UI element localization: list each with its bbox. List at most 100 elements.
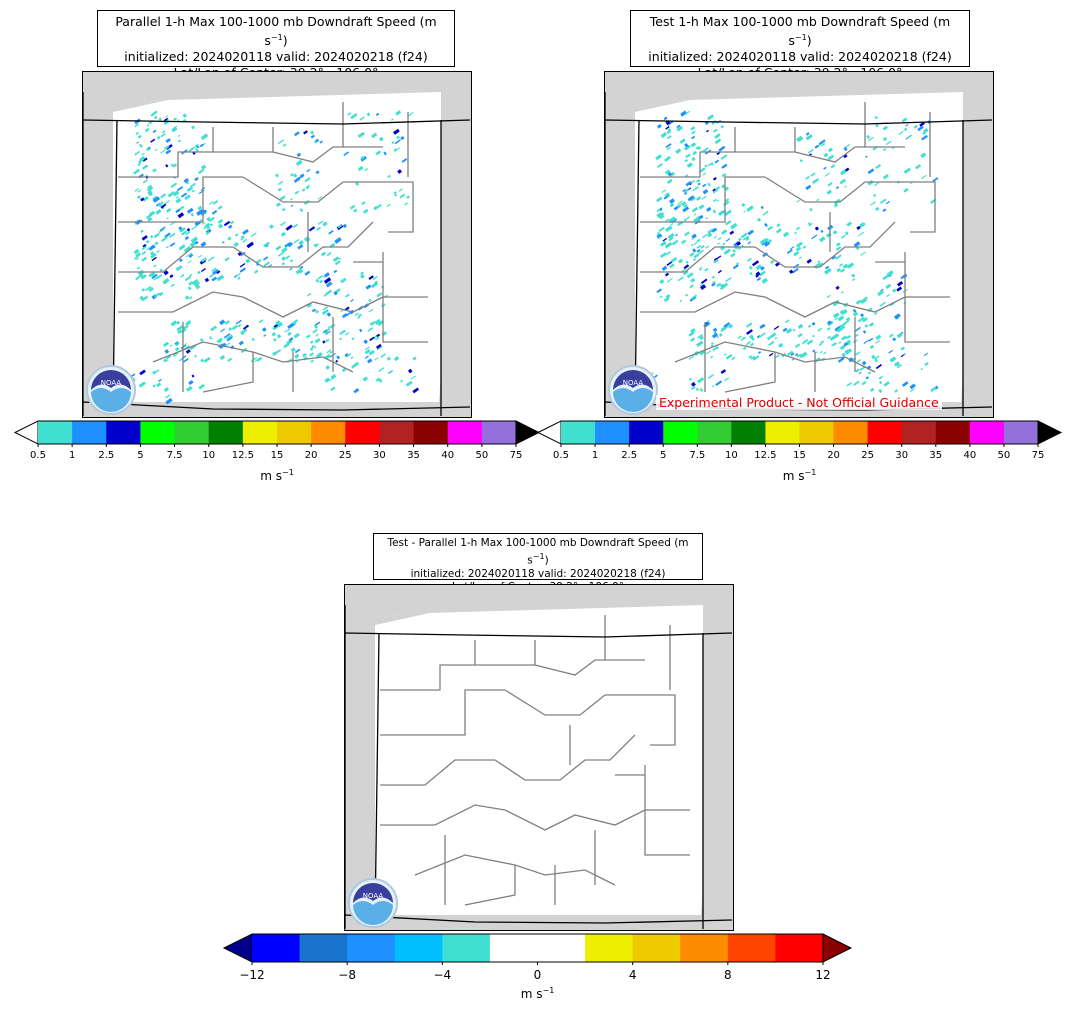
colorbar-bin bbox=[140, 421, 176, 444]
colorbar-bin bbox=[969, 421, 1005, 444]
svg-text:NOAA: NOAA bbox=[363, 892, 384, 900]
colorbar-tick-label: 25 bbox=[861, 450, 874, 461]
colorbar-bin bbox=[727, 934, 776, 962]
colorbar-tick-label: 8 bbox=[724, 968, 732, 982]
panel1-title-line1: Parallel 1-h Max 100-1000 mb Downdraft S… bbox=[115, 14, 437, 49]
colorbar-under-arrow bbox=[536, 420, 562, 445]
colorbar-tick-label: 10 bbox=[202, 450, 216, 461]
panel1-title: Parallel 1-h Max 100-1000 mb Downdraft S… bbox=[97, 10, 455, 80]
colorbar-tick-label: 75 bbox=[1031, 450, 1045, 461]
colorbar-units: m s−1 bbox=[782, 468, 817, 483]
colorbar-bin bbox=[632, 934, 681, 962]
colorbar-tick-label: 40 bbox=[441, 450, 455, 461]
colorbar-tick-label: 15 bbox=[793, 450, 806, 461]
colorbar-bin bbox=[799, 421, 835, 444]
colorbar-bin bbox=[1003, 421, 1039, 444]
colorbar-bin bbox=[697, 421, 732, 444]
panel2-title: Test 1-h Max 100-1000 mb Downdraft Speed… bbox=[630, 10, 970, 80]
colorbar-tick-label: 0.5 bbox=[553, 450, 569, 461]
colorbar-tick-label: −8 bbox=[338, 968, 356, 982]
state-boundaries bbox=[83, 92, 470, 416]
colorbar-bin bbox=[629, 421, 664, 444]
panel3-title-line2: initialized: 2024020118 valid: 202402021… bbox=[410, 567, 666, 580]
colorbar-under-arrow bbox=[222, 933, 253, 963]
colorbar-tick-label: 7.5 bbox=[166, 450, 183, 461]
colorbar-bin bbox=[208, 421, 244, 444]
colorbar-tick-label: 5 bbox=[137, 450, 144, 461]
model-domain bbox=[113, 92, 441, 402]
colorbar-tick-label: 50 bbox=[997, 450, 1011, 461]
colorbar-tick-label: 12.5 bbox=[231, 450, 254, 461]
state-boundaries bbox=[345, 605, 732, 929]
colorbar-bin bbox=[174, 421, 210, 444]
colorbar-tick-label: 1 bbox=[591, 450, 599, 461]
colorbar-bin bbox=[442, 934, 491, 962]
colorbar-tick-label: 7.5 bbox=[689, 450, 706, 461]
colorbar-bin bbox=[72, 421, 107, 444]
colorbar-bin bbox=[585, 934, 634, 962]
colorbar-units: m s−1 bbox=[520, 986, 555, 1001]
colorbar-tick-label: 35 bbox=[929, 450, 943, 461]
svg-text:NOAA: NOAA bbox=[623, 379, 644, 387]
colorbar-under-arrow bbox=[13, 420, 39, 445]
colorbar-bin bbox=[413, 421, 449, 444]
county-boundaries bbox=[118, 102, 428, 393]
test-map: NOAA bbox=[604, 71, 994, 418]
colorbar-tick-label: 25 bbox=[338, 450, 352, 461]
colorbar-tick-label: −4 bbox=[433, 968, 452, 982]
map-canvas: NOAA bbox=[83, 92, 470, 416]
difference-map: NOAA bbox=[344, 584, 734, 931]
panel3-title-line1: Test - Parallel 1-h Max 100-1000 mb Down… bbox=[387, 537, 689, 567]
colorbar-bin bbox=[595, 421, 630, 444]
colorbar-bin bbox=[106, 421, 141, 444]
county-boundaries bbox=[640, 102, 950, 393]
colorbar-tick-label: 30 bbox=[373, 450, 386, 461]
colorbar-tick-label: 15 bbox=[270, 450, 284, 461]
colorbar-bin bbox=[680, 934, 729, 962]
panel1-title-line2: initialized: 2024020118 valid: 202402021… bbox=[124, 49, 428, 65]
experimental-disclaimer: Experimental Product - Not Official Guid… bbox=[656, 395, 942, 410]
colorbar-bin bbox=[775, 934, 824, 962]
noaa-logo: NOAA bbox=[86, 365, 136, 415]
colorbar-bin bbox=[537, 934, 586, 962]
colorbar-bin bbox=[242, 421, 278, 444]
map-canvas: NOAA bbox=[345, 605, 732, 929]
colorbar-bin bbox=[447, 421, 483, 444]
colorbar-tick-label: 2.5 bbox=[98, 450, 115, 461]
colorbar-bin bbox=[561, 421, 596, 444]
panel2-title-line2: initialized: 2024020118 valid: 202402021… bbox=[648, 49, 952, 65]
colorbar-tick-label: 1 bbox=[68, 450, 76, 461]
colorbar-tick-label: 0 bbox=[533, 968, 542, 982]
panel3-title: Test - Parallel 1-h Max 100-1000 mb Down… bbox=[373, 533, 703, 593]
colorbar-tick-label: 30 bbox=[895, 450, 909, 461]
colorbar-bin bbox=[311, 421, 346, 444]
colorbar-tick-label: −12 bbox=[239, 968, 265, 982]
colorbar-tick-label: 40 bbox=[963, 450, 977, 461]
colorbar-bin bbox=[867, 421, 903, 444]
colorbar-units: m s−1 bbox=[260, 468, 294, 483]
county-boundaries bbox=[380, 615, 690, 906]
colorbar-bin bbox=[901, 421, 937, 444]
map-canvas: NOAA bbox=[605, 92, 992, 416]
colorbar-over-arrow bbox=[1037, 420, 1063, 445]
colorbar-tick-label: 10 bbox=[724, 450, 738, 461]
colorbar-tick-label: 12.5 bbox=[754, 450, 777, 461]
colorbar-tick-label: 4 bbox=[628, 968, 637, 982]
colorbar-over-arrow bbox=[515, 420, 541, 445]
colorbar-bin bbox=[299, 934, 348, 962]
colorbar-bin bbox=[489, 934, 538, 962]
colorbar-tick-label: 50 bbox=[475, 450, 489, 461]
colorbar-bin bbox=[935, 421, 971, 444]
panel2-title-line1: Test 1-h Max 100-1000 mb Downdraft Speed… bbox=[649, 14, 951, 49]
colorbar-bin bbox=[379, 421, 415, 444]
model-domain bbox=[375, 605, 703, 915]
noaa-logo: NOAA bbox=[348, 878, 398, 928]
colorbar-tick-label: 20 bbox=[827, 450, 840, 461]
colorbar-bin bbox=[833, 421, 869, 444]
colorbar-tick-label: 0.5 bbox=[30, 450, 46, 461]
colorbar-tick-label: 2.5 bbox=[621, 450, 638, 461]
colorbar-bin bbox=[252, 934, 301, 962]
noaa-logo: NOAA bbox=[608, 365, 658, 415]
colorbar-bin bbox=[38, 421, 73, 444]
colorbar-tick-label: 5 bbox=[660, 450, 667, 461]
